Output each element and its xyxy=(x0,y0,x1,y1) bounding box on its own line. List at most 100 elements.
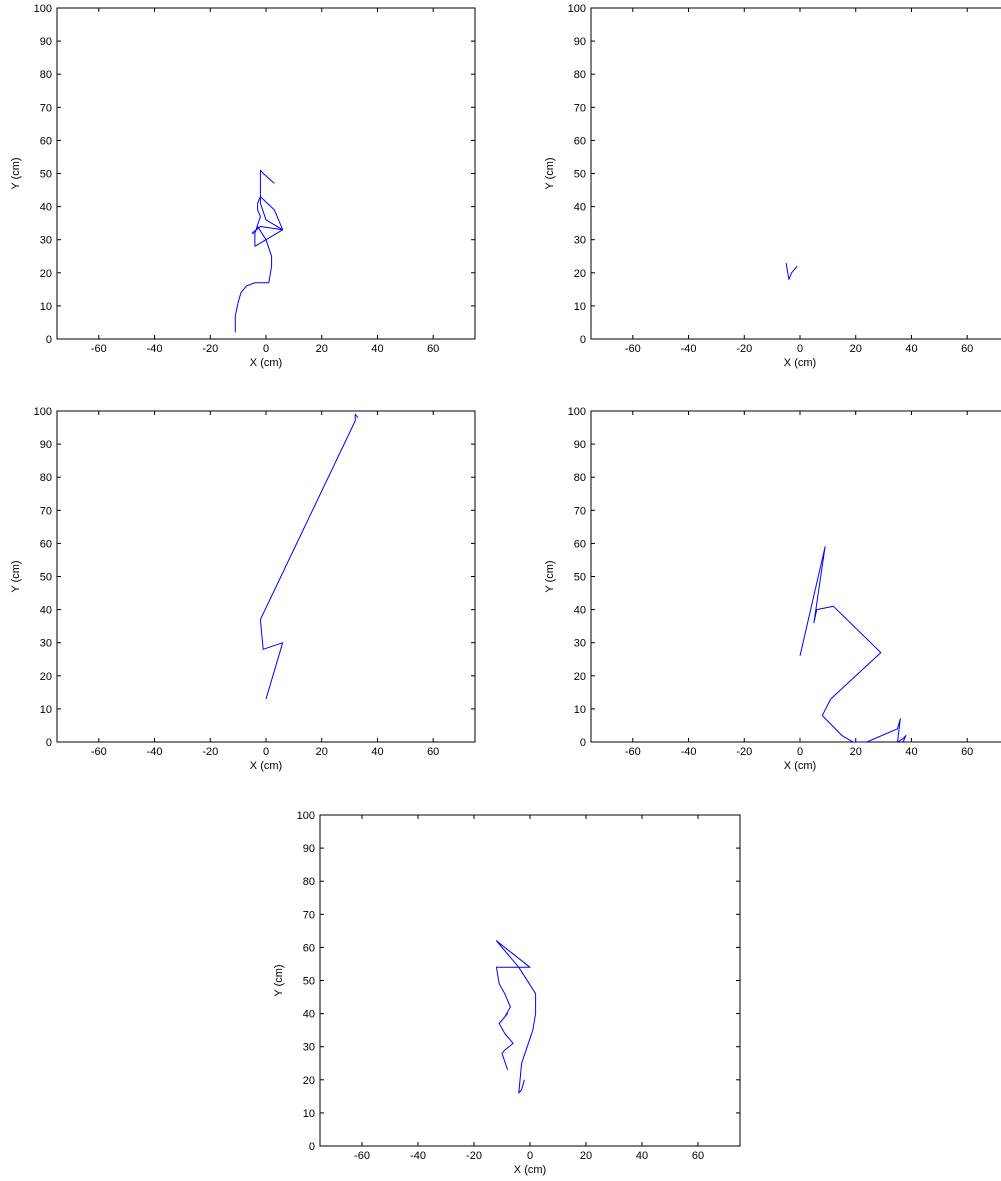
y-tick-label: 30 xyxy=(303,1042,315,1054)
y-tick-label: 100 xyxy=(297,810,315,822)
x-tick-label: 20 xyxy=(316,343,328,355)
y-tick-label: 80 xyxy=(303,876,315,888)
y-tick-label: 50 xyxy=(40,572,52,584)
y-tick-label: 40 xyxy=(574,605,586,617)
y-axis-label: Y (cm) xyxy=(544,560,556,592)
x-tick-label: 0 xyxy=(263,746,269,758)
y-tick-label: 100 xyxy=(34,406,52,418)
y-tick-label: 10 xyxy=(40,301,52,313)
y-tick-label: 80 xyxy=(40,69,52,81)
y-tick-label: 90 xyxy=(40,439,52,451)
x-tick-label: -60 xyxy=(91,343,107,355)
chart-3: -60 -40 -20 0 20 40 60 0 10 20 30 40 50 60 70 80 90 100 X … xyxy=(10,406,476,772)
y-tick-label: 70 xyxy=(40,505,52,517)
y-tick-label: 20 xyxy=(40,268,52,280)
x-tick-label: 0 xyxy=(797,746,803,758)
x-axis-label: X (cm) xyxy=(784,357,816,369)
y-tick-label: 0 xyxy=(580,737,586,749)
y-tick-label: 70 xyxy=(574,102,586,114)
y-tick-label: 60 xyxy=(303,942,315,954)
y-tick-label: 90 xyxy=(40,36,52,48)
x-tick-label: 60 xyxy=(427,343,439,355)
y-tick-label: 90 xyxy=(574,36,586,48)
y-tick-label: 0 xyxy=(309,1141,315,1153)
y-tick-label: 20 xyxy=(574,268,586,280)
chart-5: -60 -40 -20 0 20 40 60 0 10 20 30 40 50 60 70 80 90 100 X … xyxy=(273,810,741,1176)
trajectory-line xyxy=(799,546,907,742)
y-tick-label: 50 xyxy=(574,572,586,584)
x-axis-label: X (cm) xyxy=(784,760,816,772)
x-tick-label: 40 xyxy=(905,343,917,355)
y-tick-label: 30 xyxy=(40,638,52,650)
chart-2: -60 -40 -20 0 20 40 60 0 10 20 30 40 50 60 70 80 90 100 X … xyxy=(544,3,1001,369)
x-axis-label: X (cm) xyxy=(514,1164,546,1176)
trajectory-line xyxy=(495,940,537,1094)
x-tick-label: -40 xyxy=(410,1150,426,1162)
x-tick-label: 20 xyxy=(316,746,328,758)
y-tick-label: 50 xyxy=(40,169,52,181)
y-axis-label: Y (cm) xyxy=(10,157,22,189)
y-tick-label: 60 xyxy=(574,135,586,147)
y-tick-label: 50 xyxy=(574,169,586,181)
x-tick-label: -60 xyxy=(354,1150,370,1162)
x-tick-label: -60 xyxy=(625,746,641,758)
y-tick-label: 100 xyxy=(34,3,52,15)
y-tick-label: 70 xyxy=(40,102,52,114)
x-tick-label: -20 xyxy=(202,343,218,355)
y-axis-label: Y (cm) xyxy=(544,157,556,189)
y-tick-label: 80 xyxy=(574,69,586,81)
y-tick-label: 10 xyxy=(40,704,52,716)
x-tick-label: 0 xyxy=(797,343,803,355)
x-tick-label: 20 xyxy=(580,1150,592,1162)
y-tick-label: 40 xyxy=(40,605,52,617)
x-tick-label: 40 xyxy=(371,343,383,355)
y-tick-label: 10 xyxy=(574,301,586,313)
x-axis-label: X (cm) xyxy=(250,760,282,772)
x-tick-label: 40 xyxy=(905,746,917,758)
y-tick-label: 0 xyxy=(46,334,52,346)
x-tick-label: 60 xyxy=(961,746,973,758)
chart-4: -60 -40 -20 0 20 40 60 0 10 20 30 40 50 60 70 80 90 100 X … xyxy=(544,406,1001,772)
y-tick-label: 30 xyxy=(574,235,586,247)
y-tick-label: 60 xyxy=(40,135,52,147)
y-tick-label: 40 xyxy=(303,1009,315,1021)
x-tick-label: 60 xyxy=(692,1150,704,1162)
x-axis-label: X (cm) xyxy=(250,357,282,369)
x-tick-label: -20 xyxy=(202,746,218,758)
y-tick-label: 40 xyxy=(574,202,586,214)
y-tick-label: 100 xyxy=(568,406,586,418)
y-tick-label: 50 xyxy=(303,976,315,988)
trajectory-line xyxy=(785,262,798,280)
y-tick-label: 10 xyxy=(574,704,586,716)
y-tick-label: 10 xyxy=(303,1108,315,1120)
trajectory-line xyxy=(259,413,359,700)
y-tick-label: 20 xyxy=(574,671,586,683)
y-tick-label: 80 xyxy=(574,472,586,484)
x-tick-label: -20 xyxy=(466,1150,482,1162)
y-tick-label: 20 xyxy=(40,671,52,683)
x-tick-label: -40 xyxy=(147,746,163,758)
y-tick-label: 40 xyxy=(40,202,52,214)
x-tick-label: 40 xyxy=(636,1150,648,1162)
y-axis-label: Y (cm) xyxy=(273,964,285,996)
y-tick-label: 90 xyxy=(574,439,586,451)
x-tick-label: 20 xyxy=(850,343,862,355)
x-tick-label: -60 xyxy=(625,343,641,355)
y-tick-label: 100 xyxy=(568,3,586,15)
x-tick-label: 0 xyxy=(263,343,269,355)
y-tick-label: 90 xyxy=(303,843,315,855)
x-tick-label: -60 xyxy=(91,746,107,758)
x-tick-label: -40 xyxy=(681,343,697,355)
trajectory-line xyxy=(234,169,284,333)
x-tick-label: -40 xyxy=(681,746,697,758)
y-tick-label: 0 xyxy=(580,334,586,346)
y-tick-label: 30 xyxy=(40,235,52,247)
y-tick-label: 20 xyxy=(303,1075,315,1087)
x-tick-label: 60 xyxy=(427,746,439,758)
y-tick-label: 70 xyxy=(574,505,586,517)
x-tick-label: 0 xyxy=(527,1150,533,1162)
y-axis-label: Y (cm) xyxy=(10,560,22,592)
y-tick-label: 0 xyxy=(46,737,52,749)
